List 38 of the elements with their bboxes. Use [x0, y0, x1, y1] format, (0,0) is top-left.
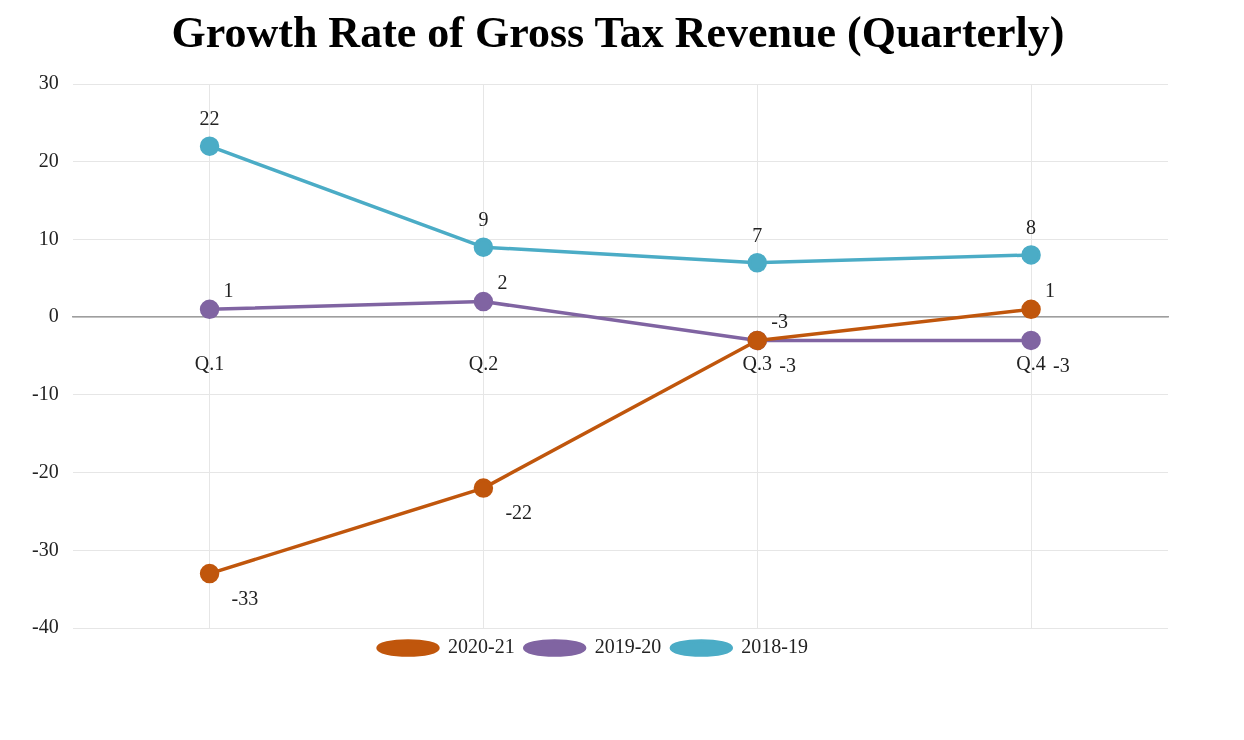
data-label: 1 — [1045, 278, 1056, 301]
x-tick-label: Q.1 — [194, 352, 225, 375]
y-tick-label: 20 — [38, 148, 59, 171]
legend-label: 2019-20 — [594, 635, 662, 658]
data-label: 22 — [199, 107, 220, 130]
legend-label: 2018-19 — [741, 635, 808, 658]
data-label: -3 — [1053, 353, 1070, 376]
data-label: 7 — [752, 223, 763, 246]
y-tick-label: -30 — [31, 537, 59, 560]
y-tick-label: -10 — [31, 382, 59, 405]
point — [473, 478, 494, 498]
point — [1021, 245, 1041, 265]
point — [199, 136, 220, 156]
y-tick-label: 30 — [38, 71, 59, 94]
y-tick-label: -40 — [31, 615, 59, 638]
data-label: 1 — [223, 278, 234, 301]
chart-title: Growth Rate of Gross Tax Revenue (Quarterly) — [170, 8, 1066, 58]
data-label: 9 — [478, 208, 489, 231]
x-tick-label: Q.2 — [468, 352, 499, 375]
y-tick-label: 0 — [48, 304, 59, 327]
point — [1021, 299, 1041, 320]
point — [199, 563, 220, 584]
point — [473, 291, 494, 312]
point — [747, 252, 767, 273]
data-label: 8 — [1026, 216, 1037, 239]
x-tick-label: Q.4 — [1016, 352, 1046, 375]
data-label: 2 — [497, 270, 508, 293]
data-label: -3 — [779, 353, 796, 376]
point — [1021, 330, 1041, 351]
x-tick-label: Q.3 — [742, 352, 772, 375]
point — [473, 237, 494, 257]
data-label: -33 — [231, 586, 259, 609]
data-label: -3 — [771, 309, 788, 332]
legend-label: 2020-21 — [448, 635, 515, 658]
data-label: -22 — [505, 501, 533, 524]
point — [199, 299, 220, 320]
y-tick-label: 10 — [38, 226, 59, 249]
y-tick-label: -20 — [31, 459, 59, 482]
